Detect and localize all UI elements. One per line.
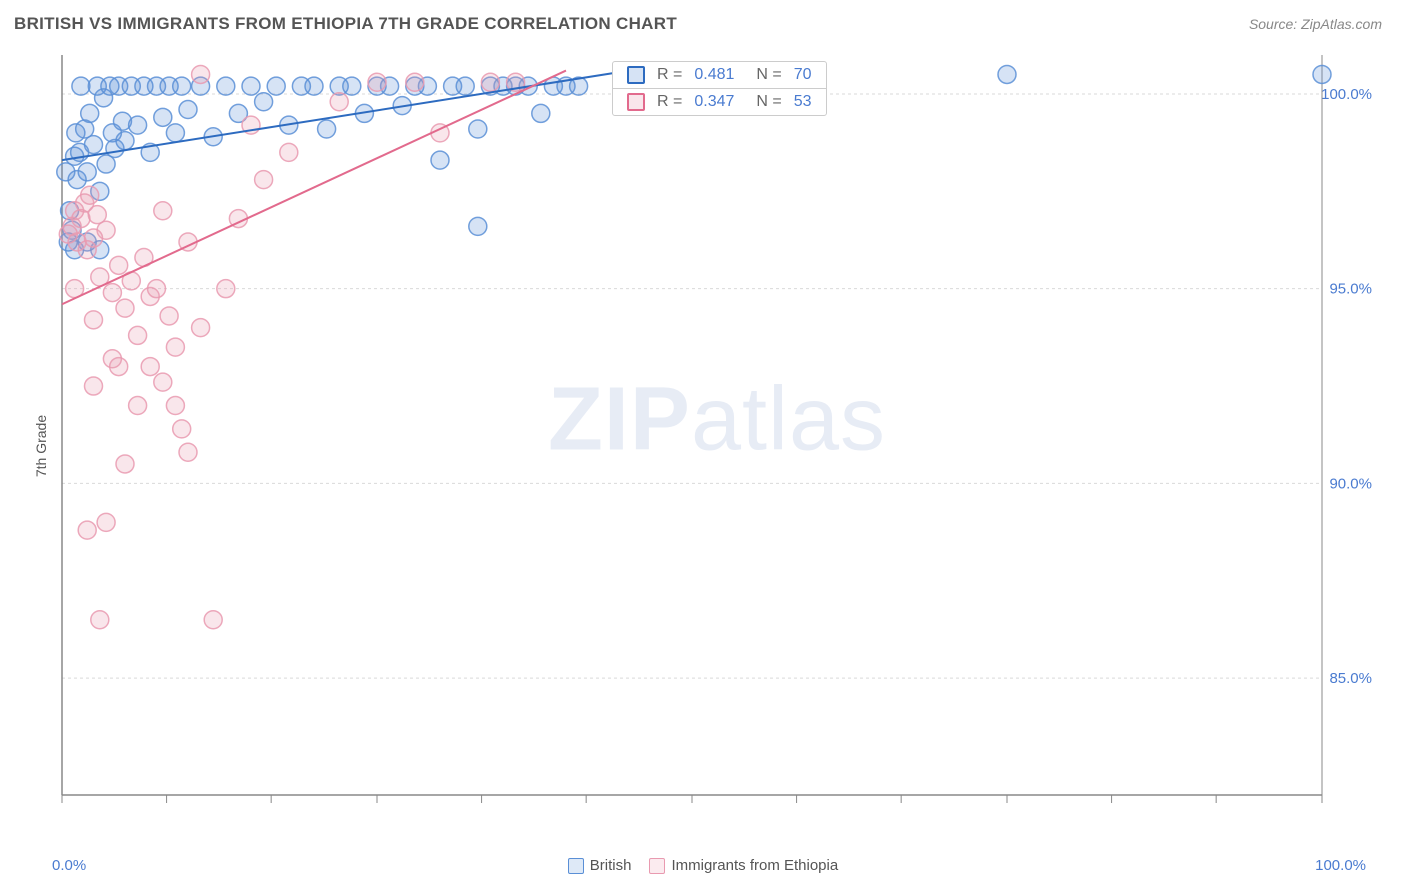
chart-title: BRITISH VS IMMIGRANTS FROM ETHIOPIA 7TH … (14, 14, 677, 34)
svg-text:100.0%: 100.0% (1321, 86, 1372, 103)
svg-text:90.0%: 90.0% (1329, 475, 1372, 492)
legend-item: British (568, 857, 632, 874)
svg-text:85.0%: 85.0% (1329, 670, 1372, 687)
r-legend-row: R = 0.481N = 70 (613, 62, 826, 89)
chart-container: 85.0%90.0%95.0%100.0% ZIPatlas R = 0.481… (52, 55, 1382, 815)
correlation-legend: R = 0.481N = 70R = 0.347N = 53 (612, 61, 827, 116)
r-legend-row: R = 0.347N = 53 (613, 89, 826, 115)
y-axis-label: 7th Grade (33, 415, 49, 477)
footer-legend: 0.0% 100.0% British Immigrants from Ethio… (0, 857, 1406, 874)
source-label: Source: ZipAtlas.com (1249, 16, 1382, 32)
svg-text:95.0%: 95.0% (1329, 281, 1372, 298)
scatter-plot: 85.0% 90.0% 95.0% 100.0% (52, 55, 1382, 815)
x-max-label: 100.0% (1315, 857, 1366, 874)
x-min-label: 0.0% (52, 857, 86, 874)
legend-item: Immigrants from Ethiopia (649, 857, 838, 874)
